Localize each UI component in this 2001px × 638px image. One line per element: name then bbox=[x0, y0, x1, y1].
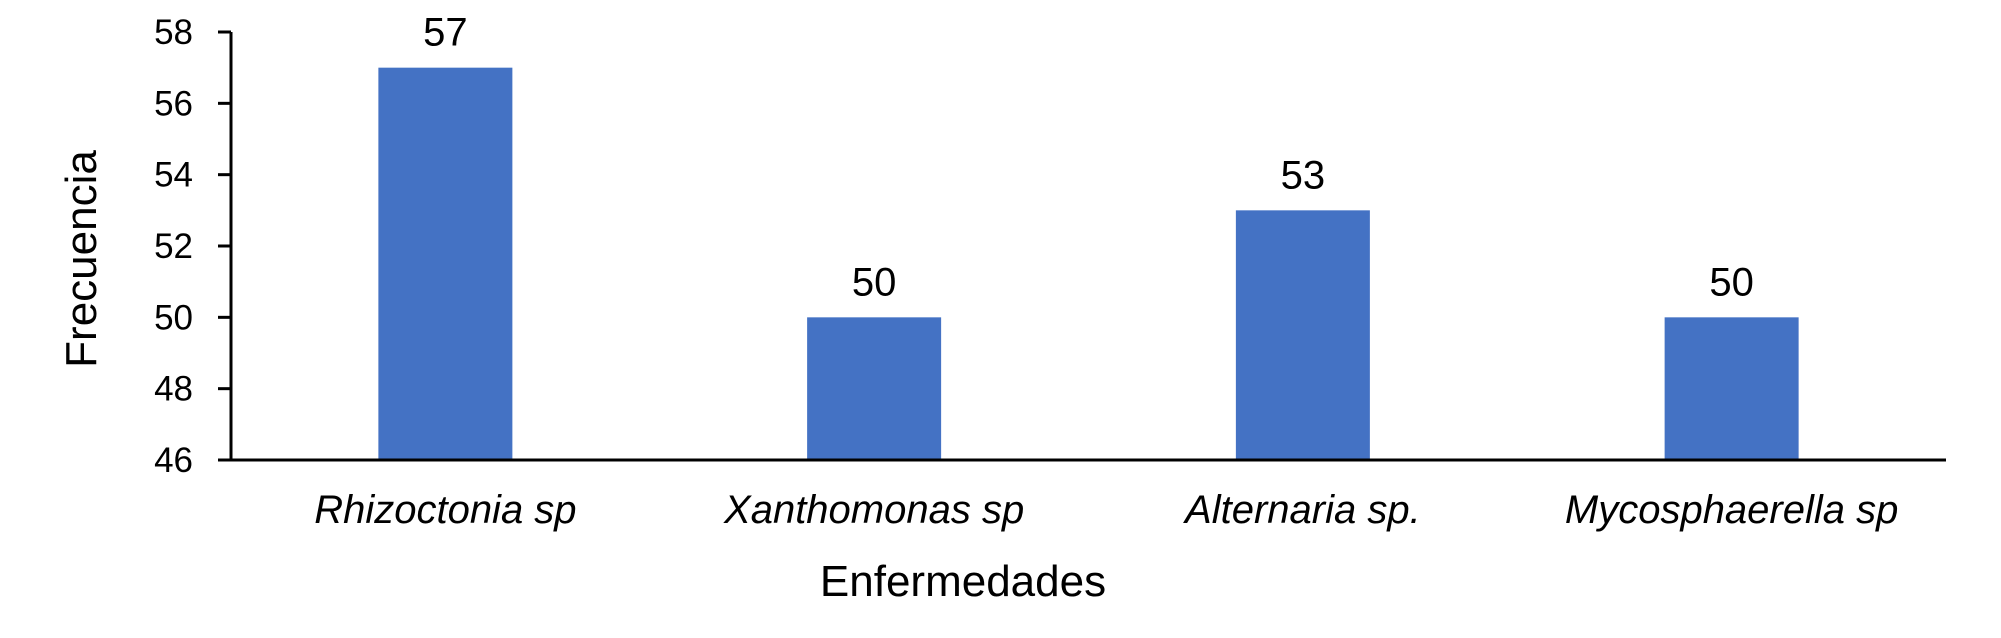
y-tick-label: 50 bbox=[154, 298, 193, 337]
bar bbox=[1664, 317, 1799, 460]
x-tick-label: Alternaria sp. bbox=[1183, 488, 1421, 532]
bar bbox=[378, 67, 513, 461]
y-ticks: 46 48 50 52 54 56 58 bbox=[154, 13, 231, 480]
x-tick-label: Rhizoctonia sp bbox=[314, 488, 576, 532]
y-tick-label: 52 bbox=[154, 227, 193, 266]
y-axis: 46 48 50 52 54 56 58 bbox=[154, 13, 233, 480]
bars: 57 50 53 50 bbox=[378, 11, 1799, 461]
y-tick-label: 58 bbox=[154, 13, 193, 52]
data-label: 50 bbox=[1709, 260, 1754, 304]
x-axis-title: Enfermedades bbox=[820, 557, 1106, 606]
data-label: 53 bbox=[1281, 153, 1326, 197]
x-tick-label: Xanthomonas sp bbox=[723, 488, 1024, 532]
y-tick-label: 48 bbox=[154, 370, 193, 409]
x-tick-labels: Rhizoctonia sp Xanthomonas sp Alternaria s… bbox=[314, 488, 1898, 532]
bar bbox=[807, 317, 942, 460]
bar bbox=[1235, 210, 1370, 460]
y-tick-label: 56 bbox=[154, 84, 193, 123]
y-tick-label: 46 bbox=[154, 441, 193, 480]
y-tick-label: 54 bbox=[154, 156, 193, 195]
data-label: 50 bbox=[852, 260, 897, 304]
data-label: 57 bbox=[423, 11, 468, 55]
x-tick-label: Mycosphaerella sp bbox=[1565, 488, 1899, 532]
y-axis-title: Frecuencia bbox=[57, 150, 106, 368]
